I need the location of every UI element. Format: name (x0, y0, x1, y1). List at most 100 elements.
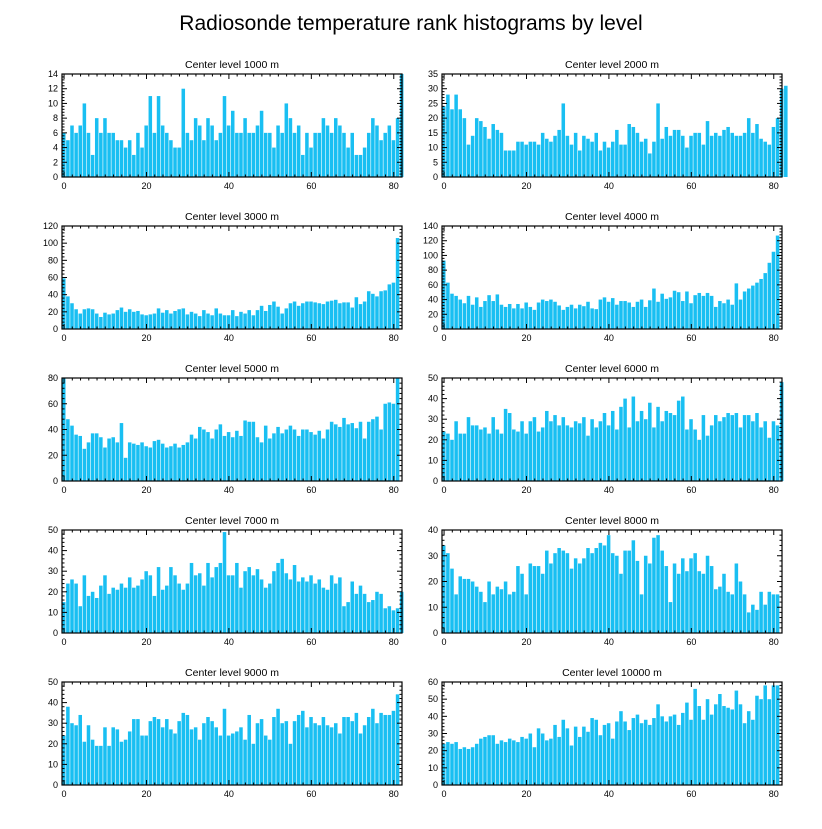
bar (561, 550, 566, 633)
bar (177, 147, 181, 177)
bar (474, 118, 479, 177)
x-tick-label: 0 (62, 181, 67, 191)
bar (222, 708, 227, 785)
bar (606, 535, 611, 633)
plot-frame (441, 73, 783, 178)
bar (321, 438, 326, 481)
bar (78, 125, 82, 177)
bar (755, 413, 759, 481)
bar (346, 717, 350, 785)
x-tick-label: 0 (442, 789, 447, 799)
bar (169, 567, 173, 633)
bar (689, 135, 693, 177)
y-tick-label: 0 (53, 780, 58, 790)
bar (375, 296, 379, 329)
bar (730, 594, 734, 634)
bar (697, 706, 702, 785)
bar (103, 447, 107, 481)
bar (111, 587, 115, 633)
bar (660, 550, 664, 633)
bar (366, 291, 371, 329)
bar (239, 435, 243, 481)
bar (763, 421, 767, 481)
x-tick-label: 40 (604, 485, 614, 495)
bar (685, 429, 689, 481)
bar (462, 433, 467, 481)
bar (561, 719, 566, 785)
bar (301, 303, 305, 329)
bar (619, 406, 623, 481)
bar (759, 138, 763, 177)
bar (643, 306, 648, 329)
bar (127, 140, 132, 177)
bar (119, 423, 124, 481)
bar (321, 118, 326, 177)
bar (479, 121, 483, 177)
bar (74, 434, 78, 481)
bar (259, 305, 264, 329)
bar (313, 434, 317, 481)
bar (681, 712, 685, 785)
bar (462, 747, 467, 785)
bar (495, 429, 500, 481)
bar (255, 569, 260, 633)
y-tick-label: 0 (433, 324, 438, 334)
x-tick-label: 20 (521, 333, 531, 343)
x-tick-label: 40 (224, 637, 234, 647)
histogram-panel: Center level 5000 m 0 20 40 60 80 0 20 40 60 80 (48, 363, 403, 495)
bar (148, 314, 153, 329)
bar (140, 735, 144, 785)
bar (132, 443, 136, 481)
bar (586, 731, 590, 785)
bar (325, 725, 330, 785)
bar (462, 303, 467, 329)
x-tick-label: 40 (604, 333, 614, 343)
bar (144, 446, 148, 481)
bar (652, 141, 656, 177)
bar (383, 608, 387, 633)
bar (573, 421, 578, 481)
bar (507, 594, 512, 634)
bar (255, 125, 260, 177)
bar (705, 435, 710, 481)
bar (165, 585, 169, 633)
bar (296, 714, 301, 785)
bar (165, 310, 169, 329)
bar (230, 310, 235, 329)
bar (206, 118, 210, 177)
bar (565, 135, 570, 177)
bar (272, 717, 276, 785)
bar (598, 421, 603, 481)
bar (685, 702, 689, 785)
bar (491, 124, 495, 177)
bar (379, 429, 383, 481)
y-tick-label: 10 (428, 455, 438, 465)
bar (573, 308, 578, 329)
bar (387, 284, 392, 329)
bar (338, 577, 342, 633)
bar (214, 567, 218, 633)
bar (565, 728, 570, 785)
x-tick-label: 20 (521, 485, 531, 495)
bar (524, 302, 528, 329)
bar (726, 126, 730, 177)
bar (503, 408, 508, 481)
bar (78, 606, 82, 633)
bar (681, 558, 685, 633)
bar (672, 415, 677, 481)
bar (722, 417, 726, 481)
bar (226, 125, 231, 177)
bar (722, 303, 726, 329)
plot-frame (441, 225, 783, 330)
y-tick-label: 140 (423, 221, 438, 231)
y-tick-label: 20 (48, 450, 58, 460)
bar (375, 723, 379, 785)
bar (127, 309, 132, 329)
bar (598, 150, 603, 177)
bar (235, 562, 239, 633)
bar (181, 589, 186, 633)
x-tick-label: 0 (62, 637, 67, 647)
panel-title: Center level 8000 m (565, 515, 659, 527)
y-tick-label: 20 (428, 113, 438, 123)
bar (210, 315, 214, 329)
